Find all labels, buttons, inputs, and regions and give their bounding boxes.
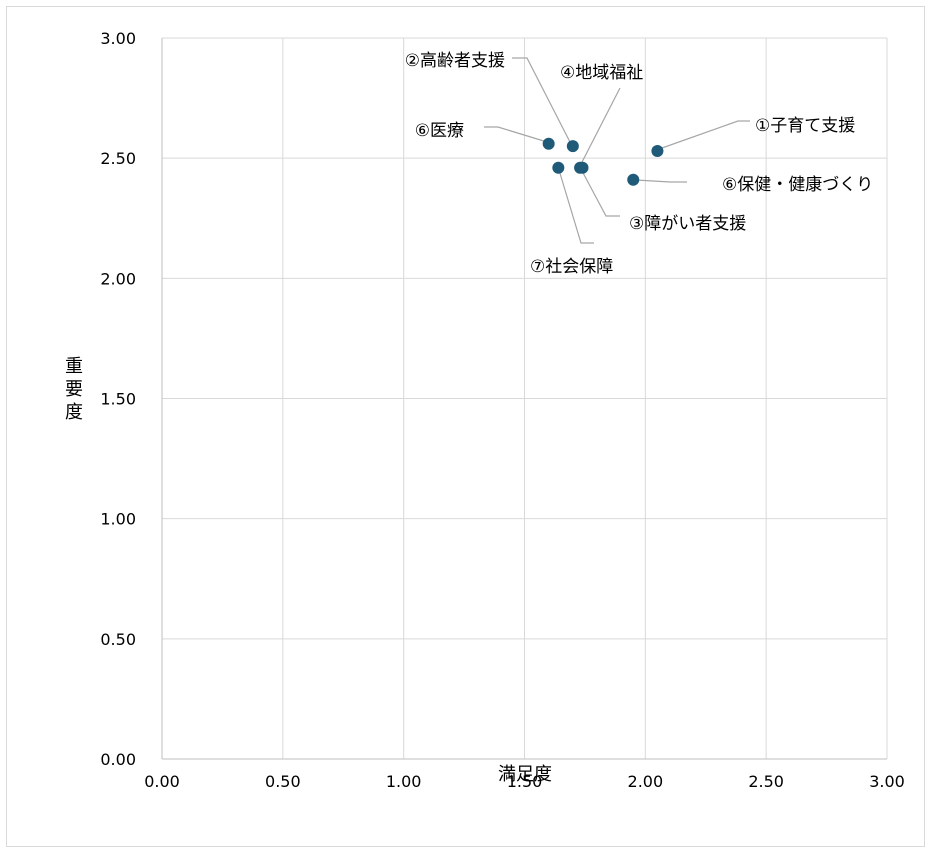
x-tick-label: 0.00 bbox=[144, 772, 180, 791]
leader-line bbox=[579, 87, 621, 167]
data-point bbox=[542, 137, 555, 150]
point-label: ⑥保健・健康づくり bbox=[722, 175, 873, 195]
axes: 0.00 0.50 1.00 1.50 2.00 2.50 3.00 0.00 0.50 1.00… bbox=[100, 29, 904, 791]
y-tick-label: 2.50 bbox=[100, 149, 136, 168]
x-tick-label: 1.00 bbox=[386, 772, 422, 791]
y-axis-title-char: 要 bbox=[65, 379, 83, 400]
leader-line bbox=[635, 179, 687, 183]
label-leader-lines bbox=[484, 57, 750, 244]
leader-line bbox=[661, 120, 750, 149]
grid-lines bbox=[162, 37, 888, 759]
data-points bbox=[542, 137, 664, 186]
y-axis-title-char: 度 bbox=[65, 402, 83, 423]
data-point bbox=[576, 161, 589, 174]
y-tick-label: 0.00 bbox=[100, 750, 136, 769]
data-point bbox=[566, 140, 579, 153]
point-label: ②高齢者支援 bbox=[405, 51, 505, 71]
leader-line bbox=[558, 169, 594, 244]
point-label: ⑦社会保障 bbox=[530, 257, 613, 277]
point-label: ③障がい者支援 bbox=[629, 214, 746, 234]
x-axis-title: 満足度 bbox=[498, 764, 552, 785]
y-tick-label: 1.50 bbox=[100, 390, 136, 409]
point-labels: ①子育て支援 ②高齢者支援 ③障がい者支援 ④地域福祉 ⑥医療 ⑥保健・健康づくり ⑦社会保… bbox=[405, 51, 874, 277]
point-label: ①子育て支援 bbox=[755, 116, 855, 136]
x-tick-label: 3.00 bbox=[869, 772, 905, 791]
y-tick-label: 0.50 bbox=[100, 630, 136, 649]
data-point bbox=[552, 161, 565, 174]
leader-line bbox=[580, 168, 620, 217]
y-tick-label: 1.00 bbox=[100, 510, 136, 529]
x-tick-label: 2.00 bbox=[628, 772, 664, 791]
y-axis-title: 重要度 bbox=[65, 356, 83, 423]
chart-frame bbox=[6, 6, 925, 847]
point-label: ④地域福祉 bbox=[560, 63, 643, 83]
x-tick-label: 0.50 bbox=[265, 772, 301, 791]
y-tick-label: 2.00 bbox=[100, 269, 136, 288]
x-tick-label: 1.50 bbox=[507, 772, 543, 791]
data-point bbox=[651, 144, 664, 157]
y-axis-title-char: 重 bbox=[65, 356, 83, 377]
x-tick-label: 2.50 bbox=[748, 772, 784, 791]
data-point bbox=[627, 173, 640, 186]
point-label: ⑥医療 bbox=[415, 121, 464, 141]
leader-line bbox=[484, 126, 548, 143]
leader-line bbox=[512, 57, 572, 145]
y-tick-label: 3.00 bbox=[100, 29, 136, 48]
